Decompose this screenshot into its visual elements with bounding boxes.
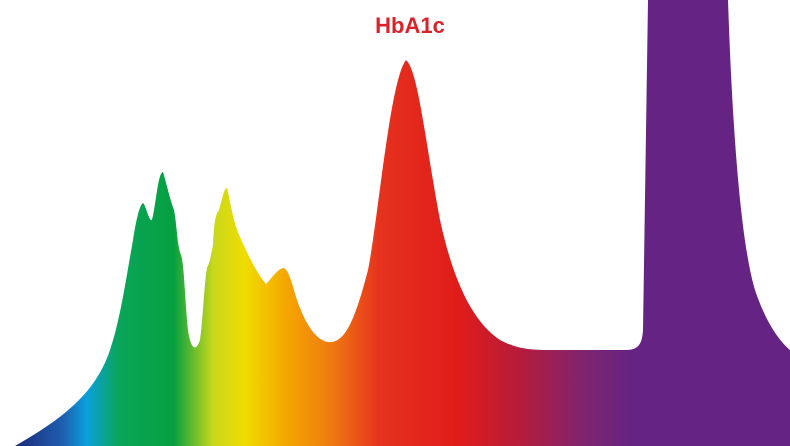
- chromatogram-shape: [15, 0, 790, 446]
- page: HbA1c (() => { const data = JSON.parse(d…: [0, 0, 790, 446]
- peak-label: HbA1c: [375, 13, 445, 38]
- chromatogram-illustration: HbA1c: [0, 0, 790, 446]
